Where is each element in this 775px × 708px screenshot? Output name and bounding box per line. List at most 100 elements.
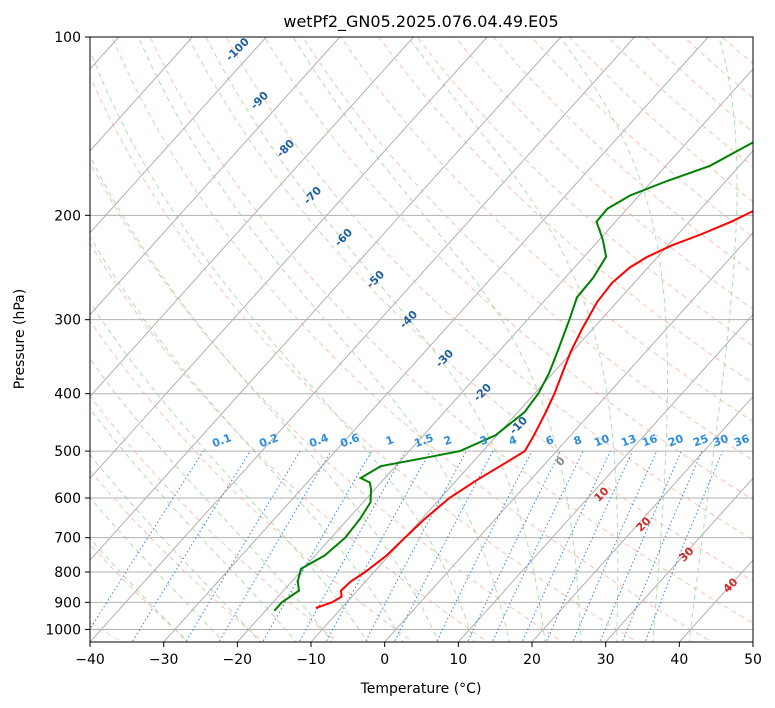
plot-frame: [89, 36, 754, 643]
x-tick-label: 10: [449, 652, 467, 668]
moist-adiabat-line: [90, 49, 475, 642]
temperature-line: [315, 209, 753, 609]
x-tick-label: 40: [670, 652, 688, 668]
x-tick-label: 30: [597, 652, 615, 668]
mixing-ratio-label: 3: [478, 433, 490, 448]
x-tick-label: −30: [149, 652, 179, 668]
moist-adiabat-line: [90, 235, 404, 642]
isotherm-line: [531, 395, 753, 642]
x-tick-label: −10: [296, 652, 326, 668]
moist-adiabat-line: [90, 537, 188, 642]
mixing-ratio-line: [393, 450, 494, 642]
mixing-ratio-line: [521, 450, 611, 642]
mixing-ratio-line: [90, 450, 204, 630]
isotherm-line: [236, 68, 753, 642]
moist-adiabat-line: [90, 358, 333, 642]
mixing-ratio-label: 16: [640, 432, 659, 450]
y-tick-label: 900: [54, 595, 81, 611]
y-tick-label: 1000: [45, 622, 81, 638]
dry-adiabat-line: [187, 37, 753, 582]
background-lines: [90, 37, 753, 642]
y-tick-label: 800: [54, 565, 81, 581]
mixing-ratio-line: [599, 450, 682, 642]
x-axis-label: Temperature (°C): [360, 681, 482, 697]
mixing-ratio-label: 30: [711, 432, 730, 450]
mixing-ratio-label: 36: [732, 432, 751, 450]
chart-title: wetPf2_GN05.2025.076.04.49.E05: [283, 12, 558, 32]
isotherm-line: [605, 477, 753, 642]
isotherm-line: [90, 37, 488, 480]
profile-lines: [273, 141, 753, 612]
mixing-ratio-label: 25: [691, 432, 710, 449]
dry-adiabat-line: [90, 161, 564, 642]
moist-adiabat-line: [137, 37, 510, 642]
mixing-ratio-label: 8: [572, 433, 584, 448]
isotherm-line: [90, 37, 267, 234]
mixing-ratio-label: 0.2: [257, 431, 280, 450]
dewpoint-line: [273, 141, 753, 612]
mixing-ratio-line: [491, 450, 584, 642]
x-tick-label: −40: [75, 652, 105, 668]
y-tick-label: 600: [54, 491, 81, 507]
mixing-ratio-label: 0.1: [210, 431, 233, 450]
axes: −40 −30 −20 −10 0 10 20 30 40 5010020030040050060…: [45, 30, 762, 668]
y-tick-label: 100: [54, 30, 81, 46]
isotherm-line: [163, 37, 709, 642]
y-tick-label: 500: [54, 444, 81, 460]
moist-adiabat-line: [559, 37, 668, 642]
isotherm-line: [90, 37, 341, 316]
isotherm-line: [752, 641, 753, 642]
moist-adiabat-line: [90, 453, 261, 642]
mixing-ratio-label: 10: [592, 432, 611, 450]
dry-adiabat-line: [149, 37, 753, 624]
moist-adiabat-line: [292, 37, 582, 642]
mixing-ratio-label: 4: [507, 433, 519, 448]
dry-adiabat-line: [90, 75, 638, 642]
dry-adiabat-line: [378, 37, 753, 385]
moist-adiabat-line: [90, 301, 369, 642]
dry-adiabat-line: [111, 37, 713, 642]
mixing-ratio-label: 13: [619, 432, 638, 449]
x-tick-label: 0: [380, 652, 389, 668]
y-tick-label: 200: [54, 208, 81, 224]
moist-adiabat-line: [90, 496, 225, 642]
mixing-ratio-label: 20: [666, 432, 685, 450]
mixing-ratio-line: [364, 450, 467, 642]
mixing-ratio-label: 2: [442, 433, 454, 448]
mixing-ratio-label: 0.6: [338, 431, 361, 450]
isotherm-line: [457, 313, 753, 642]
dry-adiabat-line: [302, 37, 753, 461]
y-tick-label: 700: [54, 531, 81, 547]
y-tick-label: 400: [54, 387, 81, 403]
x-tick-label: 20: [523, 652, 541, 668]
mixing-ratio-line: [621, 450, 703, 642]
dry-adiabat-line: [263, 37, 753, 501]
mixing-ratio-label: 6: [544, 433, 556, 448]
moist-adiabat-line: [90, 155, 440, 642]
plot-background: [90, 37, 753, 642]
moist-adiabat-line: [205, 37, 546, 642]
isotherm-line: [90, 37, 414, 398]
x-tick-label: −20: [223, 652, 253, 668]
x-tick-label: 50: [744, 652, 762, 668]
mixing-ratio-line: [131, 450, 251, 642]
y-tick-label: 300: [54, 313, 81, 329]
dry-adiabat-line: [90, 242, 489, 642]
mixing-ratio-label: 1.5: [412, 431, 435, 450]
mixing-ratio-label: 1: [384, 433, 396, 448]
mixing-ratio-label: 0.4: [307, 431, 330, 450]
dry-adiabat-line: [416, 37, 753, 347]
moist-adiabat-line: [688, 37, 738, 642]
isotherm-line: [90, 37, 562, 561]
y-axis-label: Pressure (hPa): [12, 289, 28, 389]
mixing-ratio-line: [218, 450, 332, 642]
moist-adiabat-line: [90, 408, 297, 642]
isotherm-line: [90, 37, 193, 152]
moist-adiabat-line: [408, 37, 619, 642]
dry-adiabat-line: [90, 395, 340, 642]
dry-adiabat-line: [90, 469, 265, 642]
isotherm-line: [384, 231, 753, 642]
isotherm-line: [90, 37, 635, 642]
mixing-ratio-line: [644, 450, 724, 642]
